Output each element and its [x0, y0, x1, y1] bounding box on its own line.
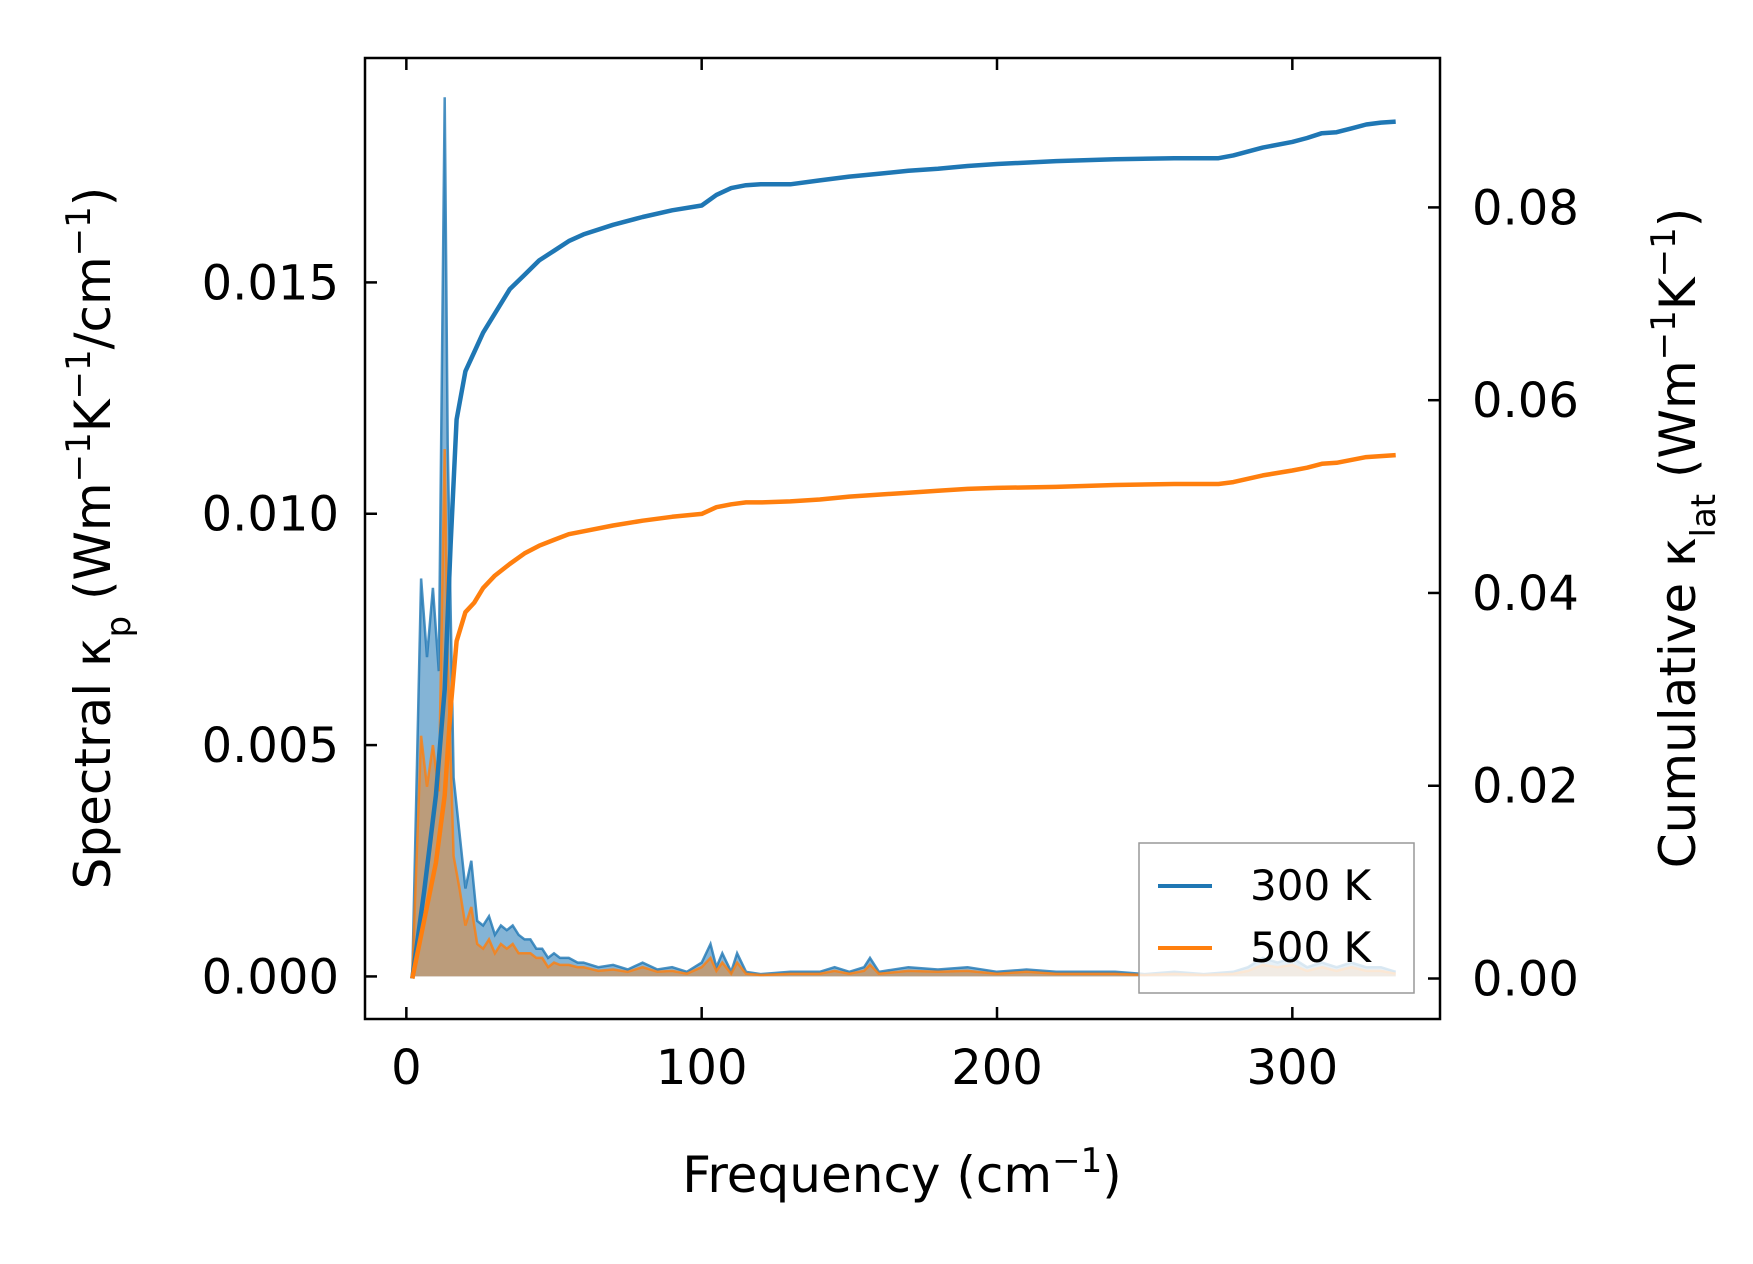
x-tick-label: 300: [1247, 1040, 1339, 1096]
plot-frame: [363, 56, 1442, 1021]
right-axis-title: Cumulative κlat (Wm−1K−1): [1644, 208, 1724, 868]
legend-label-300k: 300 K: [1250, 861, 1373, 910]
y-tick-label-right: 0.02: [1472, 759, 1579, 815]
left-axis-title: Spectral κp (Wm−1K−1/cm−1): [59, 187, 139, 890]
x-tick-label: 0: [391, 1040, 422, 1096]
y-tick-label-right: 0.04: [1472, 566, 1579, 622]
cumulative-line-layer: [410, 119, 1396, 979]
y-tick-label-left: 0.010: [202, 487, 339, 543]
legend: 300 K 500 K: [1138, 842, 1415, 994]
legend-box: [1138, 842, 1415, 994]
cumulative-line-300k: [410, 119, 1396, 979]
cumulative-line-500k: [410, 452, 1396, 979]
y-tick-label-right: 0.08: [1472, 180, 1579, 236]
y-tick-label-right: 0.06: [1472, 373, 1579, 429]
x-axis-title: Frequency (cm−1): [682, 1141, 1122, 1204]
tick-layer: 0 100 200 300 0.000 0.005 0.010 0.015 0.00 0.02 0.…: [202, 58, 1579, 1096]
y-tick-label-left: 0.005: [202, 718, 339, 774]
y-tick-label-right: 0.00: [1472, 952, 1579, 1008]
x-tick-label: 200: [951, 1040, 1043, 1096]
x-tick-label: 100: [656, 1040, 748, 1096]
legend-label-500k: 500 K: [1250, 923, 1373, 972]
y-tick-label-left: 0.000: [202, 949, 339, 1005]
y-tick-label-left: 0.015: [202, 255, 339, 311]
